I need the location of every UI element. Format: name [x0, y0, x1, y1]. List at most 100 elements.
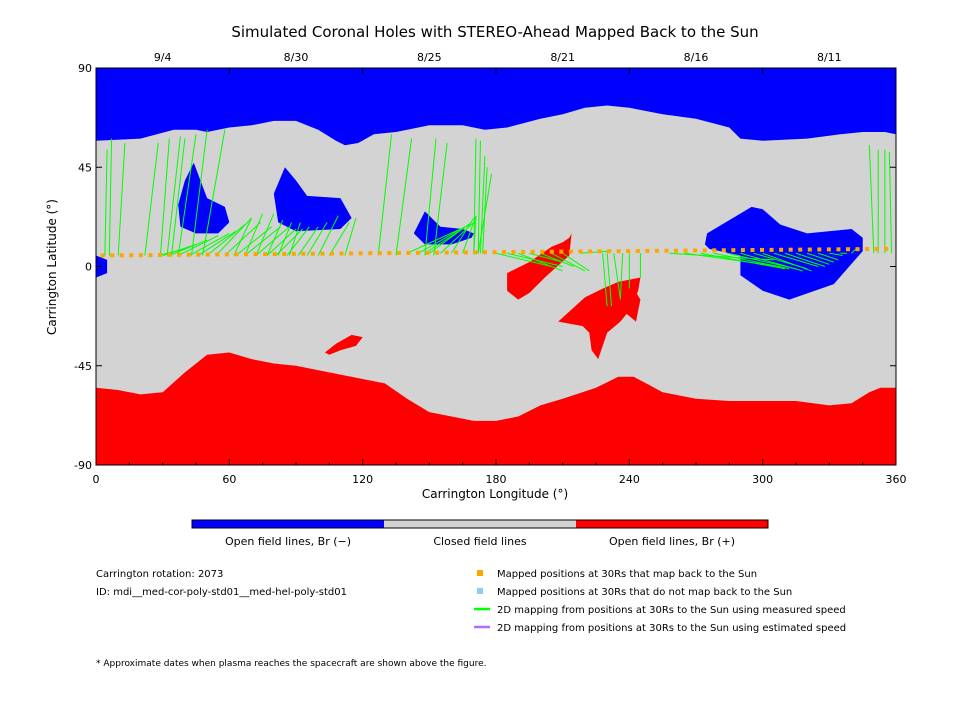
- mapped-position-point: [435, 250, 440, 255]
- x-tick-label: 240: [619, 473, 640, 486]
- colorbar-label: Open field lines, Br (+): [609, 535, 735, 548]
- measured-speed-mapping-line: [277, 222, 293, 256]
- legend-marker: [477, 588, 483, 594]
- mapped-position-point: [846, 247, 850, 252]
- measured-speed-mapping-line: [233, 217, 253, 256]
- carrington-rotation-text: Carrington rotation: 2073: [96, 569, 223, 580]
- mapped-position-point: [167, 252, 172, 257]
- measured-speed-mapping-line: [189, 232, 230, 256]
- south-polar-coronal-hole: [96, 352, 896, 465]
- mapped-position-point: [301, 251, 306, 256]
- mapped-position-point: [253, 252, 258, 257]
- mapped-position-point: [396, 250, 401, 255]
- x-axis-label: Carrington Longitude (°): [422, 487, 568, 501]
- mapped-position-point: [674, 248, 678, 253]
- mapped-position-point: [760, 247, 764, 252]
- measured-speed-mapping-line: [529, 252, 563, 263]
- mapped-position-point: [234, 252, 239, 257]
- date-tick-label: 8/16: [684, 51, 709, 64]
- mapped-position-point: [750, 248, 755, 253]
- measured-speed-mapping-line: [462, 215, 477, 254]
- mapped-position-point: [110, 253, 115, 258]
- mapped-position-point: [416, 250, 420, 255]
- measured-speed-mapping-line: [562, 252, 590, 272]
- y-tick-label: 90: [78, 62, 92, 75]
- measured-speed-mapping-line: [495, 252, 552, 267]
- mapped-position-point: [368, 251, 373, 256]
- colorbar-segment: [192, 520, 384, 528]
- colorbar: Open field lines, Br (−) Closed field lin…: [191, 519, 769, 548]
- mapped-position-point: [186, 252, 191, 257]
- mapped-position-point: [377, 251, 382, 256]
- negative-coronal-hole: [178, 162, 230, 234]
- measured-speed-mapping-line: [288, 222, 301, 256]
- measured-speed-mapping-line: [580, 250, 612, 254]
- x-tick-label: 120: [352, 473, 373, 486]
- mapped-position-point: [740, 248, 745, 253]
- mapped-position-point: [798, 247, 803, 252]
- measured-speed-mapping-line: [244, 213, 264, 256]
- measured-speed-mapping-line: [169, 239, 208, 256]
- measured-speed-mapping-line: [395, 138, 413, 256]
- mapped-position-point: [731, 248, 736, 253]
- mapping-lines: [104, 129, 893, 307]
- model-id-text: ID: mdi__med-cor-poly-std01__med-hel-pol…: [96, 587, 347, 598]
- measured-speed-mapping-line: [762, 252, 812, 272]
- mapped-position-point: [244, 252, 248, 257]
- measured-speed-mapping-line: [144, 142, 159, 256]
- mapped-position-point: [626, 249, 631, 254]
- negative-coronal-hole: [704, 206, 863, 300]
- measured-speed-mapping-line: [191, 129, 208, 256]
- measured-speed-mapping-line: [266, 219, 284, 256]
- measured-speed-mapping-line: [255, 226, 290, 256]
- measured-speed-mapping-line: [215, 217, 252, 256]
- mapped-position-point: [349, 251, 354, 256]
- measured-speed-mapping-line: [108, 138, 113, 256]
- mapped-position-point: [148, 253, 153, 258]
- date-tick-label: 8/25: [417, 51, 442, 64]
- measured-speed-mapping-line: [473, 138, 477, 254]
- mapped-position-point: [463, 250, 468, 255]
- date-tick-label: 8/30: [284, 51, 309, 64]
- measured-speed-mapping-line: [740, 252, 803, 272]
- mapped-position-point: [177, 252, 182, 257]
- date-tick-label: 9/4: [154, 51, 172, 64]
- measured-speed-mapping-line: [619, 253, 624, 298]
- mapped-position-point: [664, 248, 669, 253]
- mapped-position-point: [444, 250, 449, 255]
- mapped-position-point: [788, 247, 793, 252]
- mapped-position-point: [616, 249, 621, 254]
- mapped-position-point: [502, 250, 506, 255]
- mapped-position-point: [530, 249, 535, 254]
- measured-speed-mapping-line: [429, 221, 472, 254]
- measured-speed-mapping-line: [417, 226, 466, 254]
- mapped-position-point: [884, 246, 889, 251]
- positive-coronal-hole: [324, 334, 363, 355]
- negative-coronal-hole: [273, 167, 352, 232]
- measured-speed-mapping-line: [773, 252, 819, 267]
- measured-speed-mapping-line: [406, 228, 461, 254]
- mapped-position-point: [129, 253, 134, 258]
- measured-speed-mapping-line: [266, 228, 297, 256]
- measured-speed-mapping-line: [202, 129, 226, 256]
- measured-speed-mapping-line: [166, 136, 181, 256]
- measured-speed-mapping-line: [613, 253, 621, 300]
- measured-speed-mapping-line: [868, 145, 875, 254]
- mapped-position-point: [282, 251, 287, 256]
- measured-speed-mapping-line: [551, 252, 586, 272]
- mapped-position-point: [654, 248, 659, 253]
- mapped-position-point: [272, 252, 277, 257]
- measured-speed-mapping-line: [104, 149, 108, 256]
- legend-label: 2D mapping from positions at 30Rs to the…: [497, 623, 846, 634]
- mapped-position-point: [693, 248, 698, 253]
- mapped-position-point: [406, 250, 411, 255]
- mapped-position-point: [482, 250, 487, 255]
- mapped-position-point: [291, 251, 296, 256]
- mapped-position-point: [836, 247, 841, 252]
- measured-speed-mapping-line: [888, 151, 893, 254]
- mapped-position-point: [511, 250, 516, 255]
- measured-speed-mapping-line: [377, 134, 393, 256]
- mapped-position-point: [865, 247, 870, 252]
- mapped-position-point: [807, 247, 812, 252]
